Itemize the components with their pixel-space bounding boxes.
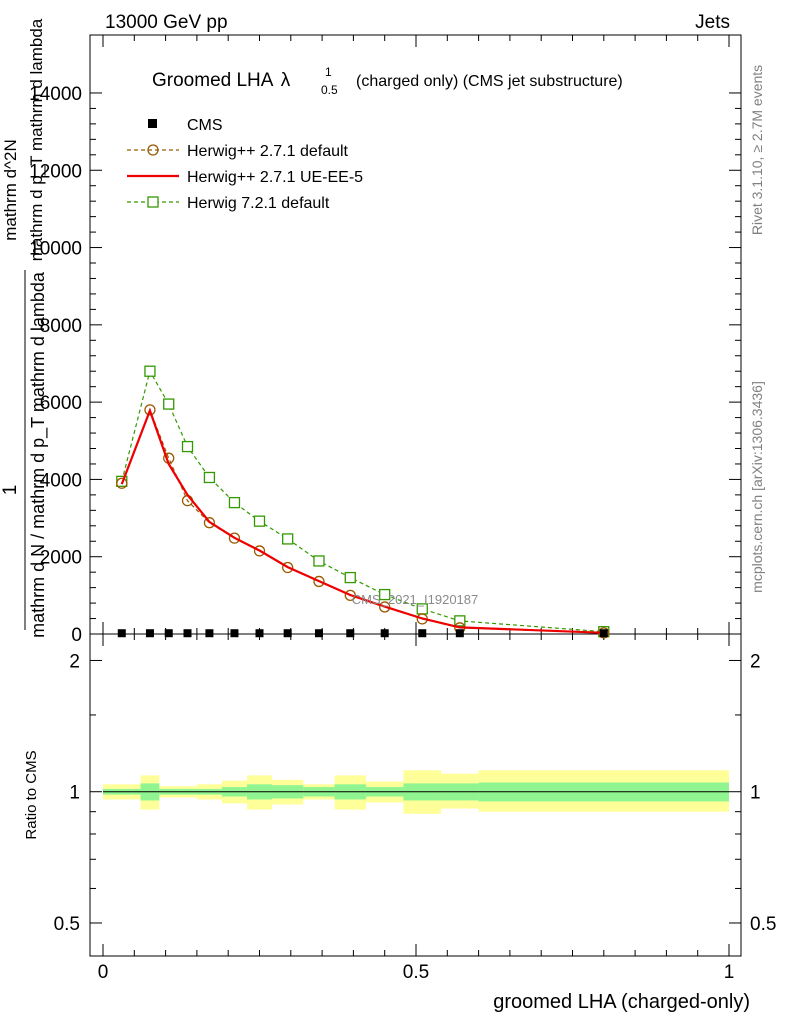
main-ytick-label: 6000 <box>40 393 82 414</box>
main-ytick-label: 12000 <box>29 161 82 182</box>
point-herwig-7-2-1-default <box>181 440 194 453</box>
point-herwig-2-7-1-default <box>282 561 294 574</box>
legend-label-herwigpp-ue: Herwig++ 2.7.1 UE-EE-5 <box>187 169 363 186</box>
legend-label-herwig7: Herwig 7.2.1 default <box>187 195 330 212</box>
x-axis: 0 0.5 1 <box>98 35 735 983</box>
point-herwig-2-7-1-default <box>144 404 156 416</box>
main-y-axis-label: 1 mathrm d N / mathrm d p_T mathrm d lam… <box>0 18 49 638</box>
main-ytick-label: 2000 <box>40 548 82 569</box>
ratio-ytick-label: 1 <box>69 783 80 804</box>
ratio-y-axis: 0.5 0.5 1 1 2 2 <box>54 651 777 935</box>
point-herwig-7-2-1-default <box>344 571 356 584</box>
point-herwig-7-2-1-default <box>379 588 391 601</box>
main-ytick-label: 4000 <box>40 470 82 491</box>
point-herwig-7-2-1-default <box>454 615 466 627</box>
rivet-version-text: Rivet 3.1.10, ≥ 2.7M events <box>749 65 765 235</box>
ylabel-dpt: mathrm d p_T mathrm d lambda <box>27 18 46 261</box>
main-ytick-label: 14000 <box>29 84 82 105</box>
point-cms <box>183 629 192 638</box>
point-herwig-2-7-1-default <box>313 575 325 588</box>
ratio-ytick-label: 0.5 <box>54 914 80 935</box>
main-ytick-label: 0 <box>71 625 82 646</box>
ratio-y-axis-label: Ratio to CMS <box>23 750 40 839</box>
title-rest: (charged only) (CMS jet substructure) <box>356 73 623 90</box>
point-herwig-2-7-1-default <box>379 601 391 613</box>
point-cms <box>314 629 323 638</box>
point-herwig-7-2-1-default <box>228 496 241 509</box>
legend-label-herwigpp-default: Herwig++ 2.7.1 default <box>187 143 349 160</box>
point-herwig-7-2-1-default <box>313 555 325 567</box>
ratio-ytick-label-right: 0.5 <box>750 914 776 935</box>
point-herwig-7-2-1-default <box>144 365 156 377</box>
point-cms <box>599 629 608 638</box>
watermark: CMS_2021_I1920187 <box>352 592 479 607</box>
legend-marker-herwig7 <box>147 196 159 208</box>
ratio-ytick-label-right: 2 <box>750 651 761 672</box>
point-cms <box>380 629 389 638</box>
series-line-herwig-2-7-1-ue-ee-5 <box>120 407 604 634</box>
point-herwig-7-2-1-default <box>203 471 216 484</box>
header-left: 13000 GeV pp <box>105 12 228 33</box>
point-herwig-7-2-1-default <box>163 398 175 410</box>
point-herwig-2-7-1-default <box>116 477 128 489</box>
legend-marker-cms <box>148 119 157 128</box>
mcplots-text: mcplots.cern.ch [arXiv:1306.3436] <box>749 381 765 593</box>
title-main: Groomed LHA <box>152 70 274 91</box>
legend-marker-herwigpp-default <box>147 144 159 156</box>
main-y-axis: 0 2000 4000 6000 8000 10000 12000 14000 <box>29 84 741 646</box>
legend: CMS Herwig++ 2.7.1 default Herwig++ 2.7.… <box>127 117 363 212</box>
point-cms <box>117 629 126 638</box>
point-cms <box>255 629 264 638</box>
main-ytick-label: 8000 <box>40 316 82 337</box>
main-ytick-label: 10000 <box>29 239 82 260</box>
point-herwig-2-7-1-default <box>228 532 241 544</box>
ylabel-one: 1 <box>0 485 21 496</box>
x-axis-label: groomed LHA (charged-only) <box>493 991 750 1013</box>
title-sup: 1 <box>325 65 332 79</box>
point-cms <box>455 629 464 638</box>
point-herwig-2-7-1-default <box>253 545 266 557</box>
legend-label-cms: CMS <box>187 117 223 134</box>
chart-title: Groomed LHA λ 1 0.5 (charged only) (CMS … <box>152 65 623 97</box>
point-herwig-2-7-1-default <box>203 517 216 529</box>
point-herwig-7-2-1-default <box>282 533 294 545</box>
point-herwig-7-2-1-default <box>253 515 266 527</box>
series-layer <box>116 365 610 639</box>
point-cms <box>346 629 355 638</box>
ylabel-d2n: mathrm d^2N <box>1 139 20 241</box>
point-cms <box>164 629 173 638</box>
point-cms <box>283 629 292 638</box>
point-cms <box>205 629 214 638</box>
point-cms <box>145 629 154 638</box>
svg-text:Groomed LHA λ: Groomed LHA λ <box>152 70 291 91</box>
xtick-label: 0.5 <box>403 962 429 983</box>
point-cms <box>230 629 239 638</box>
xtick-label: 1 <box>724 962 735 983</box>
ratio-ytick-label: 2 <box>69 651 80 672</box>
ratio-ytick-label-right: 1 <box>750 783 761 804</box>
ylabel-dn: mathrm d N / mathrm d p_T mathrm d lambd… <box>28 271 49 638</box>
header-right: Jets <box>695 12 730 33</box>
title-sub: 0.5 <box>321 83 338 97</box>
xtick-label: 0 <box>98 962 109 983</box>
point-herwig-2-7-1-default <box>344 589 356 602</box>
point-cms <box>418 629 427 638</box>
title-symbol: λ <box>281 70 291 91</box>
